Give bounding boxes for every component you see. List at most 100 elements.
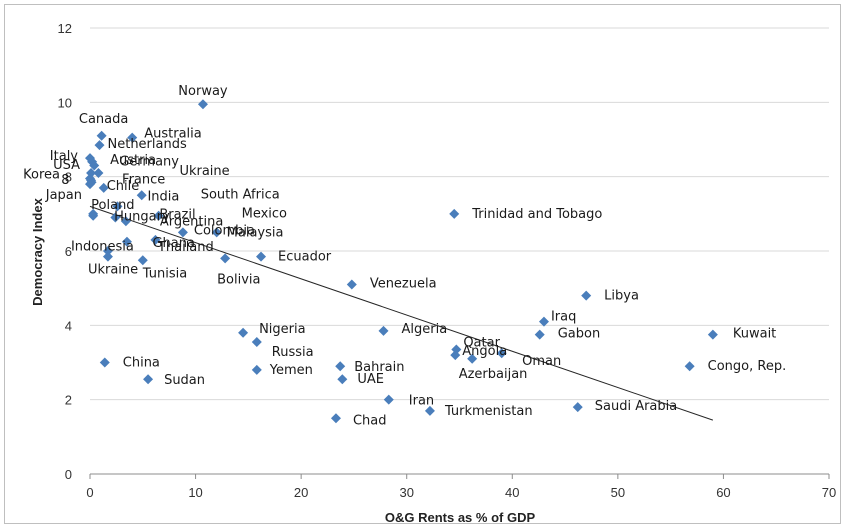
data-point <box>177 227 188 238</box>
point-label: Chad <box>353 413 387 428</box>
data-point <box>581 290 592 301</box>
point-label: Azerbaijan <box>459 367 528 382</box>
point-label: France <box>122 172 165 187</box>
point-label: Iraq <box>551 310 576 325</box>
x-tick-label: 0 <box>86 485 93 500</box>
point-label: Chile <box>107 179 140 194</box>
point-label: Italy <box>50 149 79 164</box>
data-point <box>424 405 435 416</box>
point-label: Mexico <box>242 207 287 222</box>
y-axis-title: Democracy Index <box>30 197 45 305</box>
point-label: Japan <box>45 188 82 203</box>
data-point <box>707 329 718 340</box>
point-label: Turkmenistan <box>444 404 533 419</box>
x-tick-label: 30 <box>399 485 413 500</box>
point-label: Germany <box>119 155 179 170</box>
data-point <box>143 374 154 385</box>
point-label: Angola <box>462 344 507 359</box>
point-label: Algeria <box>401 322 447 337</box>
y-tick-label: 10 <box>58 95 72 110</box>
point-label: South Africa <box>201 187 280 202</box>
point-label: Trinidad and Tobago <box>471 207 602 222</box>
data-point <box>197 99 208 110</box>
axes <box>89 473 830 479</box>
data-point <box>534 329 545 340</box>
data-point <box>251 337 262 348</box>
data-point <box>153 210 164 221</box>
data-point <box>337 374 348 385</box>
point-label: Norway <box>178 84 228 99</box>
point-label: Saudi Arabia <box>595 399 678 414</box>
point-label: Malaysia <box>227 225 284 240</box>
data-point <box>449 208 460 219</box>
data-point <box>93 167 104 178</box>
data-points <box>85 99 718 424</box>
data-point <box>572 402 583 413</box>
data-point <box>684 361 695 372</box>
point-label: Thailand <box>157 240 214 255</box>
y-tick-label: 4 <box>65 318 72 333</box>
data-point <box>450 350 461 361</box>
data-point <box>102 246 113 256</box>
data-point <box>110 212 121 223</box>
point-label: Austria <box>110 153 156 168</box>
x-tick-label: 60 <box>716 485 730 500</box>
point-label: Sudan <box>164 373 205 388</box>
point-label: Nigeria <box>259 322 306 337</box>
point-label: Poland <box>91 198 134 213</box>
data-point <box>137 255 148 266</box>
point-label: Yemen <box>269 363 313 378</box>
trendline <box>89 205 714 421</box>
point-label: Iran <box>409 394 434 409</box>
y-tick-labels: 0 2 4 6 8 10 12 <box>58 21 72 482</box>
point-label: Congo, Rep. <box>708 359 787 374</box>
data-point <box>85 179 95 190</box>
point-label: USA <box>53 158 80 173</box>
point-label: Indonesia <box>71 240 134 255</box>
data-point <box>136 190 147 201</box>
x-tick-label: 50 <box>611 485 625 500</box>
data-point <box>96 130 107 141</box>
point-label: Ghana <box>152 236 195 251</box>
point-label: Korea <box>23 168 60 183</box>
data-point <box>102 251 113 262</box>
y-tick-label: 8 <box>65 170 72 185</box>
data-point <box>383 394 394 405</box>
point-label: Canada <box>79 112 128 127</box>
data-point <box>251 364 262 375</box>
y-tick-label: 12 <box>58 21 72 36</box>
point-label: Brazil <box>159 208 195 223</box>
x-tick-label: 40 <box>505 485 519 500</box>
data-point <box>330 413 341 424</box>
point-label: Ukraine <box>88 263 138 278</box>
point-label: Qatar <box>463 335 500 350</box>
data-point <box>94 140 105 151</box>
point-label: Bolivia <box>217 272 260 287</box>
point-label: Kuwait <box>733 327 776 342</box>
data-point <box>467 353 478 364</box>
point-label: Australia <box>144 127 202 142</box>
data-point <box>220 253 231 264</box>
point-label: Gabon <box>558 327 601 342</box>
data-point <box>346 279 357 290</box>
data-point <box>127 132 138 143</box>
point-label: India <box>147 189 179 204</box>
x-tick-label: 70 <box>822 485 836 500</box>
x-tick-labels: 0 10 20 30 40 50 60 70 <box>86 485 836 500</box>
data-point <box>121 236 132 247</box>
data-point <box>88 210 99 221</box>
y-tick-label: 6 <box>65 244 72 259</box>
point-label: Tunisia <box>142 266 187 281</box>
x-tick-label: 20 <box>294 485 308 500</box>
data-point <box>89 160 100 171</box>
data-point <box>538 316 549 327</box>
data-point <box>335 361 346 372</box>
point-label: Argentina <box>160 214 223 229</box>
data-point <box>120 216 131 227</box>
data-point <box>150 234 161 245</box>
point-label: China <box>123 356 160 371</box>
data-point <box>98 182 109 193</box>
data-point <box>112 201 123 212</box>
